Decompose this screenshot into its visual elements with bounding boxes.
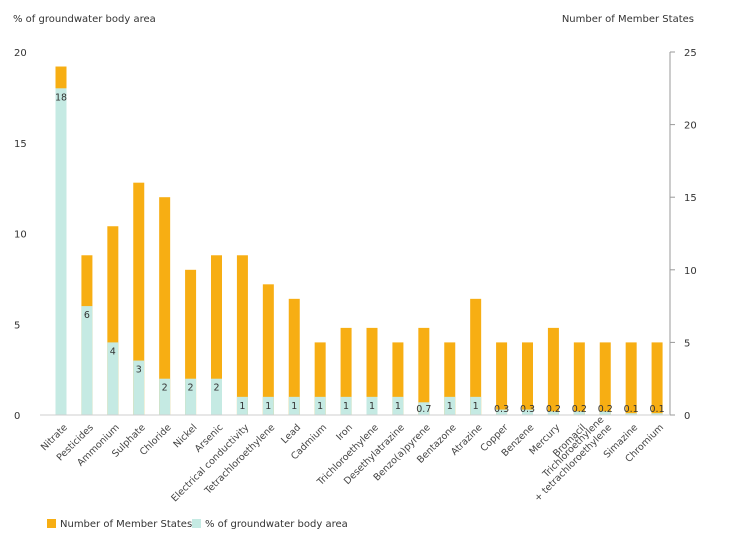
bar-member-states (392, 342, 404, 415)
bar-groundwater-area (418, 402, 430, 415)
left-tick-label: 0 (14, 411, 20, 422)
bar-groundwater-area (55, 88, 67, 416)
bar-groundwater-area (547, 411, 559, 415)
bar-groundwater-area (340, 396, 352, 415)
bar-groundwater-area (470, 396, 482, 415)
data-label: 2 (162, 383, 168, 394)
data-label: 1 (447, 401, 453, 412)
left-axis: 0 5 10 15 20 (14, 48, 27, 422)
bar-groundwater-area (236, 396, 248, 415)
bar-member-states (522, 342, 533, 415)
data-label: 1 (291, 401, 297, 412)
bar-member-states (547, 327, 559, 415)
bar-member-states (496, 342, 508, 415)
bar-member-states (288, 298, 300, 415)
left-tick-label: 20 (14, 48, 27, 59)
bar-groundwater-area (81, 306, 93, 415)
bar-groundwater-area (366, 396, 378, 415)
bar-groundwater-area (522, 409, 533, 415)
data-label: 2 (188, 383, 194, 394)
data-label: 1 (343, 401, 349, 412)
category-labels: NitratePesticidesAmmoniumSulphateChlorid… (39, 414, 666, 504)
data-label: 4 (110, 346, 116, 357)
left-tick-label: 10 (14, 230, 27, 241)
bar-groundwater-area (573, 411, 585, 415)
bar-groundwater-area (496, 409, 508, 415)
bar-member-states (470, 298, 482, 415)
bar-member-states (366, 327, 378, 415)
category-label: Iron (334, 422, 355, 443)
data-label: 1 (473, 401, 479, 412)
bar-groundwater-area (288, 396, 300, 415)
bar-member-states (159, 197, 171, 415)
data-label: 2 (213, 383, 219, 394)
bar-groundwater-area (211, 378, 222, 415)
data-label: 1 (317, 401, 323, 412)
bar-member-states (211, 255, 222, 415)
data-label: 0.3 (494, 404, 509, 415)
right-axis-title: Number of Member States (562, 14, 694, 25)
category-label: Trichloroethylene+ tetrachloroethylene (532, 414, 614, 504)
data-label: 1 (369, 401, 375, 412)
data-label: 18 (55, 92, 67, 103)
bar-member-states (262, 284, 274, 415)
data-label: 0.2 (598, 404, 613, 415)
bar-groundwater-area (185, 378, 197, 415)
bar-member-states (107, 226, 119, 415)
bar-groundwater-area (444, 396, 456, 415)
bar-groundwater-area (625, 413, 637, 415)
right-tick-label: 10 (684, 266, 697, 277)
bar-member-states (444, 342, 456, 415)
bar-member-states (418, 327, 430, 415)
left-tick-label: 15 (14, 139, 27, 150)
bar-groundwater-area (392, 396, 404, 415)
right-tick-label: 25 (684, 48, 697, 59)
data-label: 0.3 (520, 404, 535, 415)
bar-member-states (651, 342, 663, 415)
data-label: 0.2 (572, 404, 587, 415)
right-tick-label: 15 (684, 193, 697, 204)
bar-member-states (314, 342, 326, 415)
data-label: 1 (239, 401, 245, 412)
bar-member-states (573, 342, 585, 415)
bars: 18 6 4 3 2 2 2 1 1 1 1 1 1 1 0.7 1 1 0.3 0.3 0.2 0.2 0.2 0.1 0.… (55, 66, 665, 416)
bar-member-states (599, 342, 611, 415)
right-tick-label: 20 (684, 121, 697, 132)
legend-label-groundwater-area: % of groundwater body area (205, 519, 348, 530)
bar-groundwater-area (651, 413, 663, 415)
right-tick-label: 5 (684, 338, 690, 349)
category-label-line: Iron (334, 422, 355, 443)
data-label: 0.1 (650, 404, 665, 415)
data-label: 3 (136, 365, 142, 376)
data-label: 0.7 (416, 404, 431, 415)
bar-groundwater-area (107, 342, 119, 415)
bar-member-states (133, 182, 145, 415)
legend-label-member-states: Number of Member States (60, 519, 192, 530)
bar-groundwater-area (133, 360, 145, 415)
data-label: 0.2 (546, 404, 561, 415)
bar-member-states (236, 255, 248, 415)
bar-member-states (185, 269, 197, 415)
bar-groundwater-area (314, 396, 326, 415)
bar-groundwater-area (599, 411, 611, 415)
legend-swatch-groundwater-area (192, 519, 201, 528)
bar-groundwater-area (159, 378, 171, 415)
category-label-line: Lead (279, 422, 303, 446)
data-label: 1 (265, 401, 271, 412)
category-label: Lead (279, 422, 303, 446)
bar-groundwater-area (262, 396, 274, 415)
data-label: 1 (395, 401, 401, 412)
legend-swatch-member-states (47, 519, 56, 528)
right-axis: 0 5 10 15 20 25 (669, 48, 697, 422)
right-tick-label: 0 (684, 411, 690, 422)
legend: Number of Member States % of groundwater… (47, 519, 348, 530)
left-axis-title: % of groundwater body area (13, 14, 156, 25)
left-tick-label: 5 (14, 320, 20, 331)
data-label: 0.1 (624, 404, 639, 415)
bar-member-states (340, 327, 352, 415)
data-label: 6 (84, 310, 90, 321)
bar-member-states (625, 342, 637, 415)
